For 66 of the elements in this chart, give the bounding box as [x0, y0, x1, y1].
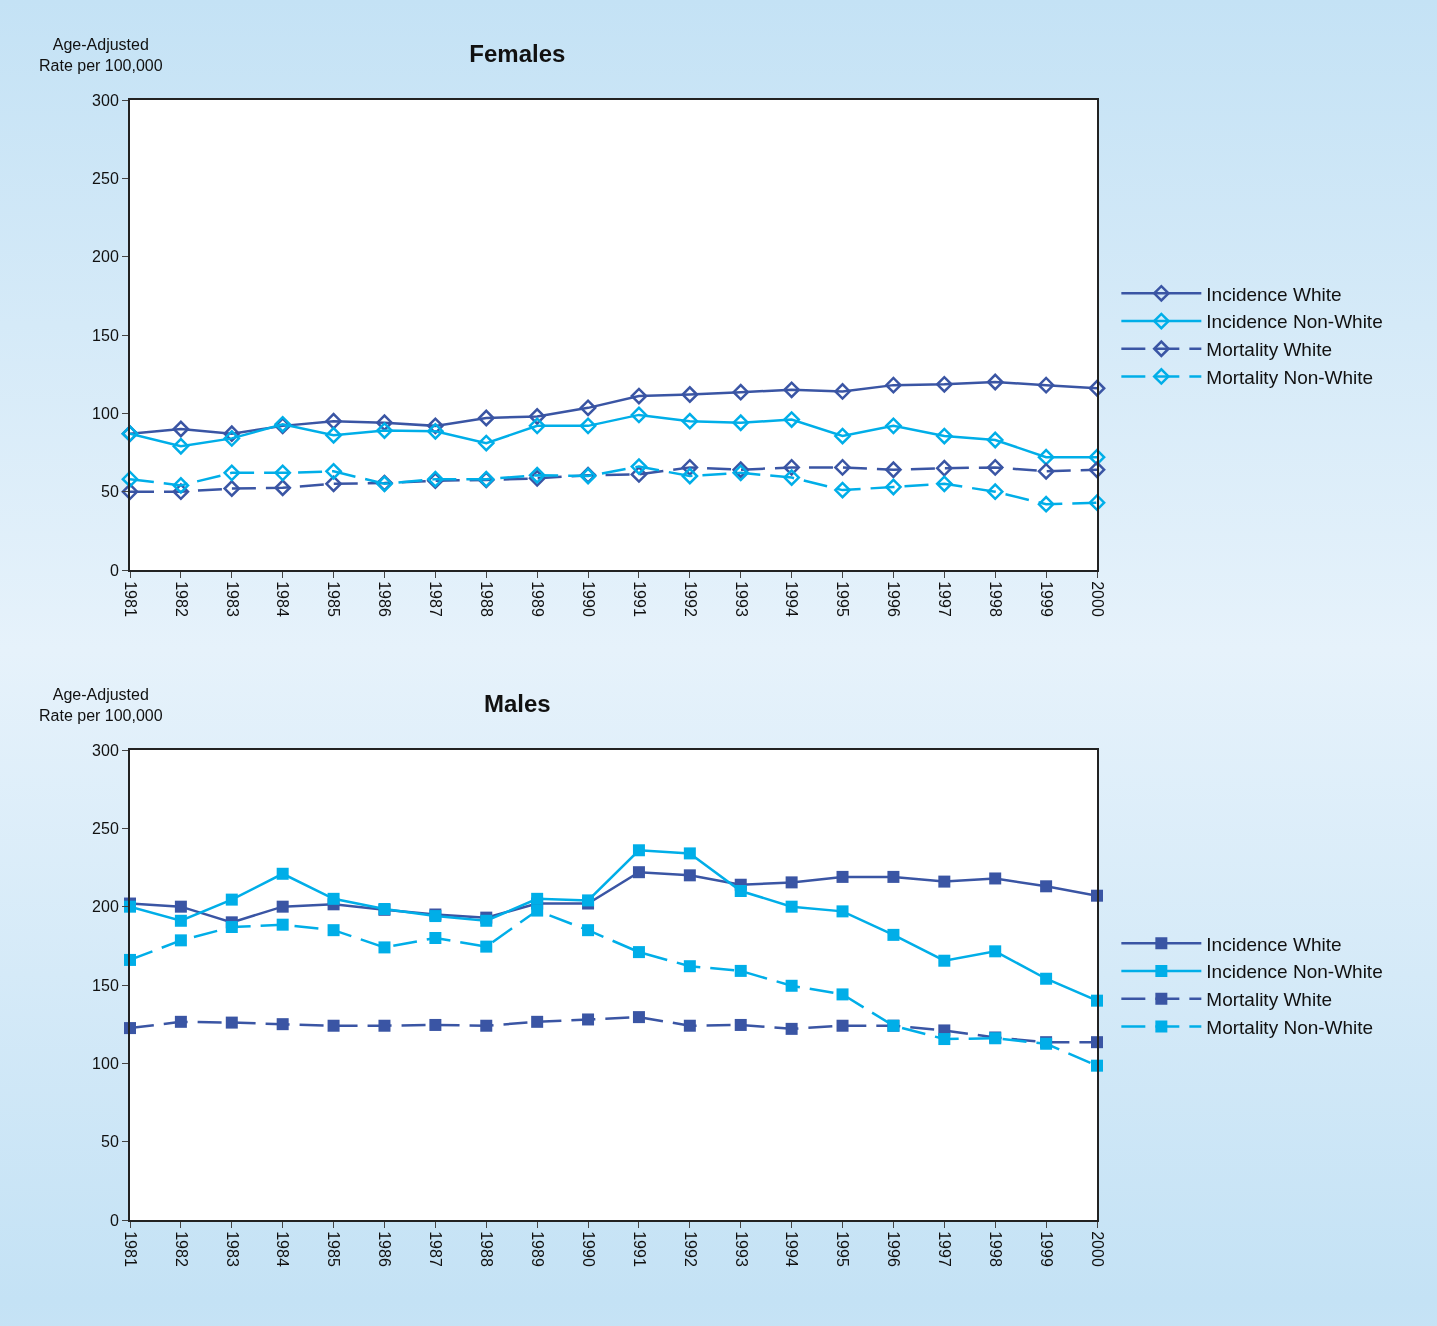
x-tick-label: 1982 — [172, 1231, 190, 1267]
y-tick-label: 0 — [109, 561, 119, 579]
x-tick-label: 1983 — [223, 1231, 241, 1267]
x-tick-label: 1983 — [223, 581, 241, 617]
y-tick-label: 50 — [101, 1133, 119, 1151]
y-tick-label: 100 — [92, 1054, 119, 1072]
x-tick-label: 1984 — [274, 1231, 292, 1267]
y-tick-label: 100 — [92, 404, 119, 422]
x-tick-label: 2000 — [1088, 1231, 1106, 1267]
x-tick-label: 1999 — [1037, 581, 1055, 617]
x-tick-label: 1996 — [885, 581, 903, 617]
y-tick-label: 200 — [92, 248, 119, 266]
x-tick-label: 1996 — [885, 1231, 903, 1267]
legend-label: Mortality Non-White — [1206, 1016, 1374, 1038]
y-tick-label: 250 — [92, 169, 119, 187]
x-tick-label: 1986 — [376, 581, 394, 617]
x-tick-label: 1994 — [783, 1231, 801, 1267]
legend-label: Mortality White — [1206, 989, 1332, 1011]
x-tick-label: 1997 — [936, 1231, 954, 1267]
x-tick-label: 1998 — [987, 581, 1005, 617]
legend-label: Mortality Non-White — [1206, 366, 1374, 388]
x-tick-label: 1989 — [528, 581, 546, 617]
x-tick-label: 1981 — [121, 1231, 139, 1267]
legend-label: Incidence White — [1206, 933, 1342, 955]
x-tick-label: 1990 — [579, 1231, 597, 1267]
x-tick-label: 1984 — [274, 581, 292, 617]
x-tick-label: 1987 — [427, 1231, 445, 1267]
y-tick-label: 0 — [109, 1211, 119, 1229]
x-tick-label: 1992 — [681, 1231, 699, 1267]
x-tick-label: 1987 — [427, 581, 445, 617]
chart-title: Females — [469, 40, 566, 68]
x-tick-label: 1995 — [834, 1231, 852, 1267]
x-tick-label: 1982 — [172, 581, 190, 617]
y-tick-label: 300 — [92, 91, 119, 109]
legend-label: Incidence Non-White — [1206, 961, 1383, 983]
chart-title: Males — [483, 690, 551, 718]
x-tick-label: 1988 — [478, 1231, 496, 1267]
y-tick-label: 250 — [92, 819, 119, 837]
x-tick-label: 1981 — [121, 581, 139, 617]
x-tick-label: 1985 — [325, 1231, 343, 1267]
x-tick-label: 1990 — [579, 581, 597, 617]
x-tick-label: 1998 — [987, 1231, 1005, 1267]
x-tick-label: 1989 — [528, 1231, 546, 1267]
x-tick-label: 1994 — [783, 581, 801, 617]
x-tick-label: 1992 — [681, 581, 699, 617]
x-tick-label: 1988 — [478, 581, 496, 617]
x-tick-label: 1991 — [630, 581, 648, 617]
y-tick-label: 150 — [92, 976, 119, 994]
y-tick-label: 300 — [92, 741, 119, 759]
y-axis-title: Age-Adjusted Rate per 100,000 — [39, 36, 163, 74]
x-tick-label: 1993 — [732, 581, 750, 617]
legend-label: Incidence White — [1206, 283, 1342, 305]
legend-label: Mortality White — [1206, 339, 1332, 361]
y-tick-label: 50 — [101, 483, 119, 501]
x-tick-label: 1986 — [376, 1231, 394, 1267]
x-tick-label: 1997 — [936, 581, 954, 617]
x-tick-label: 1985 — [325, 581, 343, 617]
x-tick-label: 1991 — [630, 1231, 648, 1267]
x-tick-label: 1993 — [732, 1231, 750, 1267]
y-axis-title: Age-Adjusted Rate per 100,000 — [39, 686, 163, 724]
x-tick-label: 1995 — [834, 581, 852, 617]
legend-label: Incidence Non-White — [1206, 311, 1383, 333]
x-tick-label: 2000 — [1088, 581, 1106, 617]
x-tick-label: 1999 — [1037, 1231, 1055, 1267]
y-tick-label: 150 — [92, 326, 119, 344]
y-tick-label: 200 — [92, 898, 119, 916]
